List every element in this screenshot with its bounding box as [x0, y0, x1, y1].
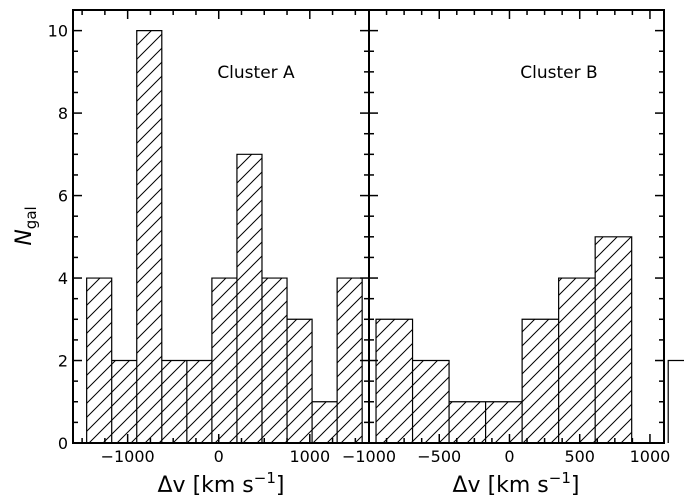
bar-b-4 — [522, 319, 559, 443]
x-tick-label-b: −500 — [417, 447, 461, 466]
bar-a-0 — [86, 278, 112, 443]
panel-cluster-b: −1000 −500 0 500 1000 Cluster B Δv [km s−1] — [342, 9, 684, 497]
x-tick-label-a: −1000 — [101, 447, 155, 466]
bar-a-2 — [136, 30, 162, 443]
bar-a-8 — [287, 319, 313, 443]
y-axis-label-subscript: gal — [22, 206, 40, 229]
bar-b-3 — [485, 401, 523, 443]
x-axis-label-sup-a: −1 — [254, 469, 276, 487]
bar-a-6 — [236, 154, 262, 443]
x-tick-label-a: 0 — [214, 447, 224, 466]
bar-a-7 — [261, 278, 288, 443]
x-axis-label-sup-b: −1 — [549, 469, 571, 487]
x-axis-label-main-a: Δv [km s — [158, 473, 254, 497]
bar-b-8 — [668, 361, 684, 443]
panel-title-cluster-b: Cluster B — [520, 63, 597, 83]
plot-frame-cluster-b — [368, 9, 665, 444]
x-tick-label-b: 1000 — [630, 447, 671, 466]
bar-b-5 — [558, 278, 596, 443]
bar-a-9 — [312, 401, 338, 443]
y-tick-label: 2 — [58, 352, 68, 371]
x-tick-label-b: −1000 — [342, 447, 396, 466]
x-axis-label-main-b: Δv [km s — [453, 473, 549, 497]
bar-a-10 — [337, 278, 363, 443]
histogram-outline-cluster-a — [86, 30, 363, 443]
bar-b-2 — [449, 401, 486, 443]
y-axis-label: Ngal — [12, 206, 40, 245]
histogram-outline-cluster-b — [375, 236, 684, 443]
x-tick-label-b: 0 — [504, 447, 514, 466]
x-axis-label-end-a: ] — [276, 473, 285, 497]
panel-title-cluster-a: Cluster A — [217, 63, 295, 83]
y-tick-label: 10 — [48, 22, 68, 41]
bar-a-4 — [186, 360, 212, 443]
y-tick-label: 8 — [58, 104, 68, 123]
bar-a-3 — [161, 360, 187, 443]
y-tick-label: 6 — [58, 187, 68, 206]
x-axis-label-end-b: ] — [571, 473, 580, 497]
y-axis-ticks: 0 2 4 6 8 10 — [48, 9, 664, 453]
x-tick-label-b: 500 — [564, 447, 595, 466]
x-axis-label-cluster-b: Δv [km s−1] — [453, 469, 580, 497]
x-axis-label-cluster-a: Δv [km s−1] — [158, 469, 285, 497]
y-tick-label: 0 — [58, 434, 68, 453]
bar-a-1 — [111, 360, 137, 443]
bars-cluster-b — [376, 236, 684, 443]
panel-cluster-a: −1000 0 1000 Cluster A Δv [km s−1] — [72, 9, 370, 497]
bar-b-6 — [595, 236, 632, 443]
bar-a-5 — [211, 278, 237, 443]
bar-b-0 — [376, 319, 413, 443]
x-tick-label-a: 1000 — [289, 447, 330, 466]
bars-cluster-a — [86, 30, 363, 443]
bar-b-1 — [412, 360, 450, 443]
y-axis-label-main: N — [12, 229, 37, 245]
y-tick-label: 4 — [58, 269, 68, 288]
